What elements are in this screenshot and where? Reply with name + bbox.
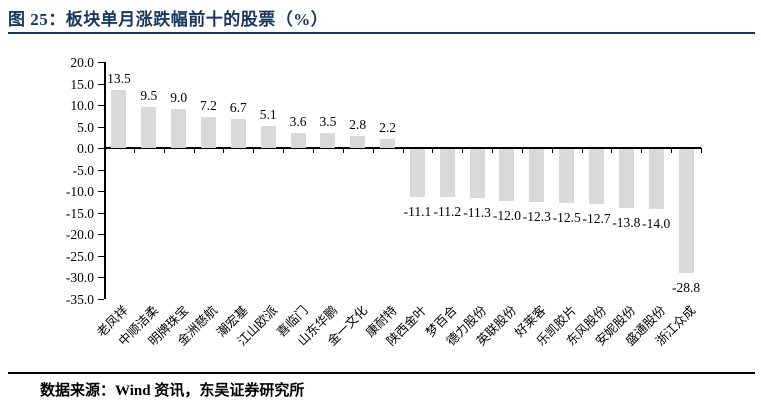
x-tick [492, 148, 494, 153]
y-tick-label: -35.0 [65, 291, 94, 307]
x-tick [104, 148, 105, 153]
data-source: 数据来源：Wind 资讯，东吴证券研究所 [40, 383, 305, 399]
bar [260, 126, 276, 148]
bar [171, 109, 187, 148]
bar-value-label: -12.5 [552, 209, 581, 225]
x-tick [133, 148, 135, 153]
bar-value-label: -12.7 [582, 210, 611, 226]
y-tick-label: -25.0 [65, 248, 94, 264]
x-tick [581, 148, 583, 153]
bar-value-label: -14.0 [642, 216, 671, 232]
bar [290, 132, 306, 148]
bar [559, 149, 575, 203]
y-tick-label: -15.0 [65, 205, 94, 221]
bar [200, 117, 216, 148]
y-tick-label: -5.0 [72, 162, 94, 178]
x-tick [193, 148, 195, 153]
bar [350, 135, 366, 148]
y-tick [98, 191, 104, 192]
y-tick-label: -20.0 [65, 227, 94, 242]
bar [678, 149, 694, 273]
y-tick [98, 62, 104, 63]
y-tick [98, 148, 104, 149]
bar [380, 138, 396, 148]
bar-value-label: 3.5 [319, 113, 337, 129]
bar [589, 149, 605, 204]
x-tick [432, 148, 434, 153]
bar-value-label: 3.6 [289, 113, 307, 129]
x-tick [312, 148, 314, 153]
bar-value-label: -12.0 [492, 207, 522, 223]
x-tick [701, 148, 702, 153]
bar [618, 149, 634, 209]
x-tick [641, 148, 643, 153]
bar-value-label: -11.2 [433, 204, 462, 220]
y-tick [98, 234, 104, 235]
x-tick [521, 148, 523, 153]
bar [529, 149, 545, 202]
y-tick-label: -10.0 [65, 184, 94, 199]
y-tick-label: 20.0 [70, 55, 94, 70]
bar-chart: 20.0 15.0 10.0 5.0 0.0 -5.0 -10.0 -15.0 -20.0 -25… [0, 40, 761, 370]
bar-value-label: -12.3 [522, 208, 551, 224]
bar [230, 119, 246, 148]
x-tick [342, 148, 344, 153]
y-tick-label: 0.0 [77, 141, 94, 156]
bar-value-label: 2.2 [379, 119, 396, 135]
y-tick [98, 169, 104, 171]
bar-value-label: 9.5 [140, 88, 158, 104]
y-tick [98, 126, 104, 128]
header-divider [8, 32, 755, 34]
y-tick-label: 15.0 [70, 76, 94, 92]
y-axis [104, 62, 106, 299]
bar [320, 132, 336, 148]
bar [469, 149, 485, 198]
bar-value-label: -11.3 [463, 204, 491, 220]
x-tick [283, 148, 285, 153]
bar-value-label: -11.1 [403, 203, 432, 219]
y-tick-label: 5.0 [77, 119, 94, 135]
x-tick [163, 148, 165, 153]
y-tick [98, 277, 104, 278]
bar [111, 89, 127, 148]
bar-value-label: -13.8 [612, 215, 641, 231]
y-tick [98, 212, 104, 214]
y-tick [98, 255, 104, 257]
bar-value-label: 9.0 [170, 90, 188, 106]
x-tick [462, 148, 464, 153]
bar [409, 149, 425, 197]
bar [499, 149, 515, 201]
x-tick [551, 148, 553, 153]
figure-title: 图 25：板块单月涨跌幅前十的股票（%） [8, 10, 329, 29]
y-tick-label: -30.0 [65, 270, 94, 285]
y-tick [98, 105, 104, 106]
y-tick-label: 10.0 [70, 98, 94, 113]
bar [141, 107, 157, 148]
x-tick [402, 148, 404, 153]
x-tick [223, 148, 225, 153]
bar-value-label: 2.8 [349, 116, 367, 132]
x-tick [671, 148, 673, 153]
bar-value-label: -28.8 [672, 279, 701, 295]
footer-divider [8, 372, 755, 374]
x-tick [253, 148, 255, 153]
bar-value-label: 7.2 [200, 98, 217, 114]
x-tick [611, 148, 613, 153]
bar-value-label: 5.1 [259, 107, 277, 123]
y-tick [98, 83, 104, 85]
x-tick [372, 148, 374, 153]
bar [439, 149, 455, 198]
bar [648, 149, 664, 210]
y-tick [98, 298, 104, 300]
bar-value-label: 13.5 [107, 70, 131, 86]
bar-value-label: 6.7 [229, 100, 247, 116]
